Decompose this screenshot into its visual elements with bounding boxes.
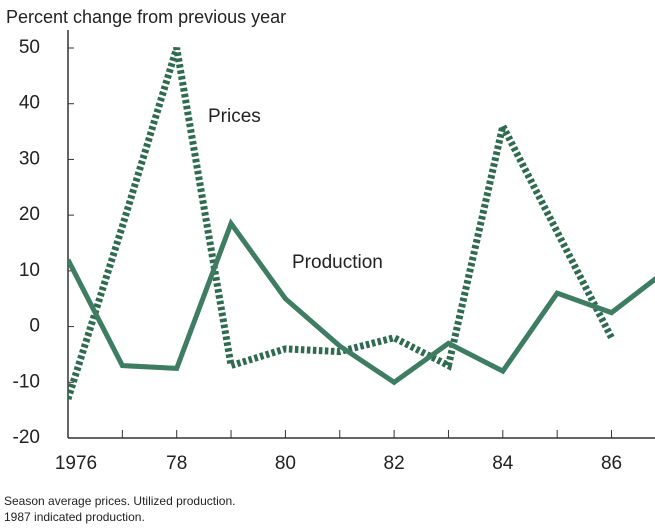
y-tick-label: 10 <box>19 260 40 281</box>
series-label: Prices <box>208 106 261 127</box>
footnote: Season average prices. Utilized producti… <box>4 494 235 508</box>
y-tick-label: 40 <box>19 93 40 114</box>
y-tick-label: 0 <box>29 316 40 337</box>
x-tick-label: 78 <box>166 453 187 474</box>
series-label: Production <box>292 252 383 273</box>
x-tick-label: 1976 <box>55 453 97 474</box>
y-tick-label: -20 <box>13 427 40 448</box>
x-tick-label: 82 <box>384 453 405 474</box>
chart-title: Percent change from previous year <box>6 7 286 27</box>
y-tick-label: 50 <box>19 37 40 58</box>
line-1 <box>68 218 655 386</box>
y-tick-label: 20 <box>19 204 40 225</box>
footnote: 1987 indicated production. <box>4 510 145 524</box>
x-tick-label: 80 <box>275 453 296 474</box>
line-0 <box>68 46 615 401</box>
y-tick-label: 30 <box>19 148 40 169</box>
x-tick-label: 84 <box>492 453 514 474</box>
y-tick-label: -10 <box>13 371 40 392</box>
x-tick-label: 86 <box>601 453 622 474</box>
